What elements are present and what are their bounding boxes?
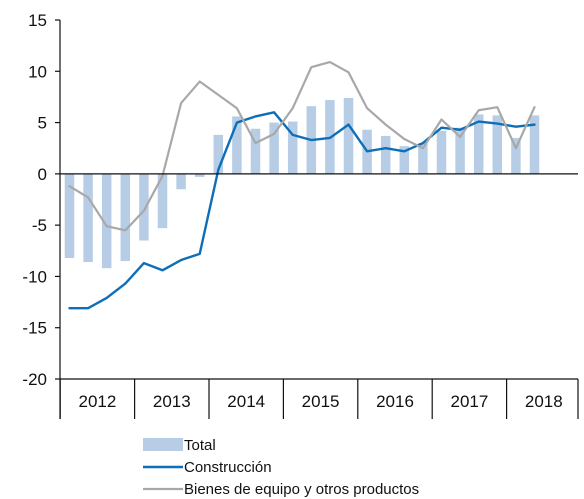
y-tick-label: -20 bbox=[22, 370, 47, 389]
bar-total bbox=[343, 97, 354, 174]
bar-total bbox=[418, 143, 428, 174]
x-year-label: 2016 bbox=[376, 392, 414, 411]
y-tick-label: 5 bbox=[38, 114, 47, 133]
bar-total bbox=[436, 130, 447, 174]
bar-total bbox=[139, 173, 149, 241]
bar-total bbox=[176, 173, 186, 190]
y-tick-label: -10 bbox=[22, 267, 47, 286]
bar-total bbox=[194, 173, 205, 177]
bar-total bbox=[269, 122, 279, 174]
bar-total bbox=[120, 173, 131, 262]
y-tick-label: 0 bbox=[38, 165, 47, 184]
bar-total bbox=[455, 127, 465, 174]
bar-total bbox=[380, 135, 391, 174]
bar-total bbox=[399, 146, 410, 174]
bars-layer bbox=[64, 97, 540, 269]
x-year-label: 2012 bbox=[78, 392, 116, 411]
legend: Total Construcción Bienes de equipo y otro… bbox=[143, 437, 419, 498]
line-bienes-equipo bbox=[68, 60, 536, 232]
legend-swatch-total bbox=[143, 438, 183, 451]
lines-layer bbox=[68, 60, 536, 310]
x-year-label: 2015 bbox=[302, 392, 340, 411]
x-year-label: 2013 bbox=[153, 392, 191, 411]
bar-total bbox=[157, 173, 168, 229]
line-construccion bbox=[68, 111, 536, 310]
bar-total bbox=[250, 128, 261, 174]
y-tick-label: -5 bbox=[32, 216, 47, 235]
bar-total bbox=[492, 115, 503, 174]
legend-label-bienes-equipo: Bienes de equipo y otros productos bbox=[184, 481, 419, 498]
axes-layer: 15 10 5 0 -5 -10 -15 -20 2012 2013 2014 2015 2016 201… bbox=[22, 11, 579, 419]
bar-total bbox=[232, 116, 242, 174]
bar-total bbox=[101, 173, 112, 269]
bar-total bbox=[64, 173, 75, 258]
bar-total bbox=[511, 137, 521, 174]
x-year-label: 2014 bbox=[227, 392, 265, 411]
bar-total bbox=[287, 121, 298, 174]
bar-total bbox=[213, 134, 224, 174]
bar-total bbox=[473, 114, 484, 174]
y-tick-label: -15 bbox=[22, 319, 47, 338]
y-tick-label: 10 bbox=[28, 62, 47, 81]
bar-total bbox=[529, 115, 540, 174]
legend-label-total: Total bbox=[184, 437, 216, 454]
y-tick-label: 15 bbox=[28, 11, 47, 30]
bar-total bbox=[83, 173, 93, 263]
x-year-label: 2018 bbox=[525, 392, 563, 411]
x-year-label: 2017 bbox=[450, 392, 488, 411]
legend-label-construccion: Construcción bbox=[184, 459, 272, 476]
